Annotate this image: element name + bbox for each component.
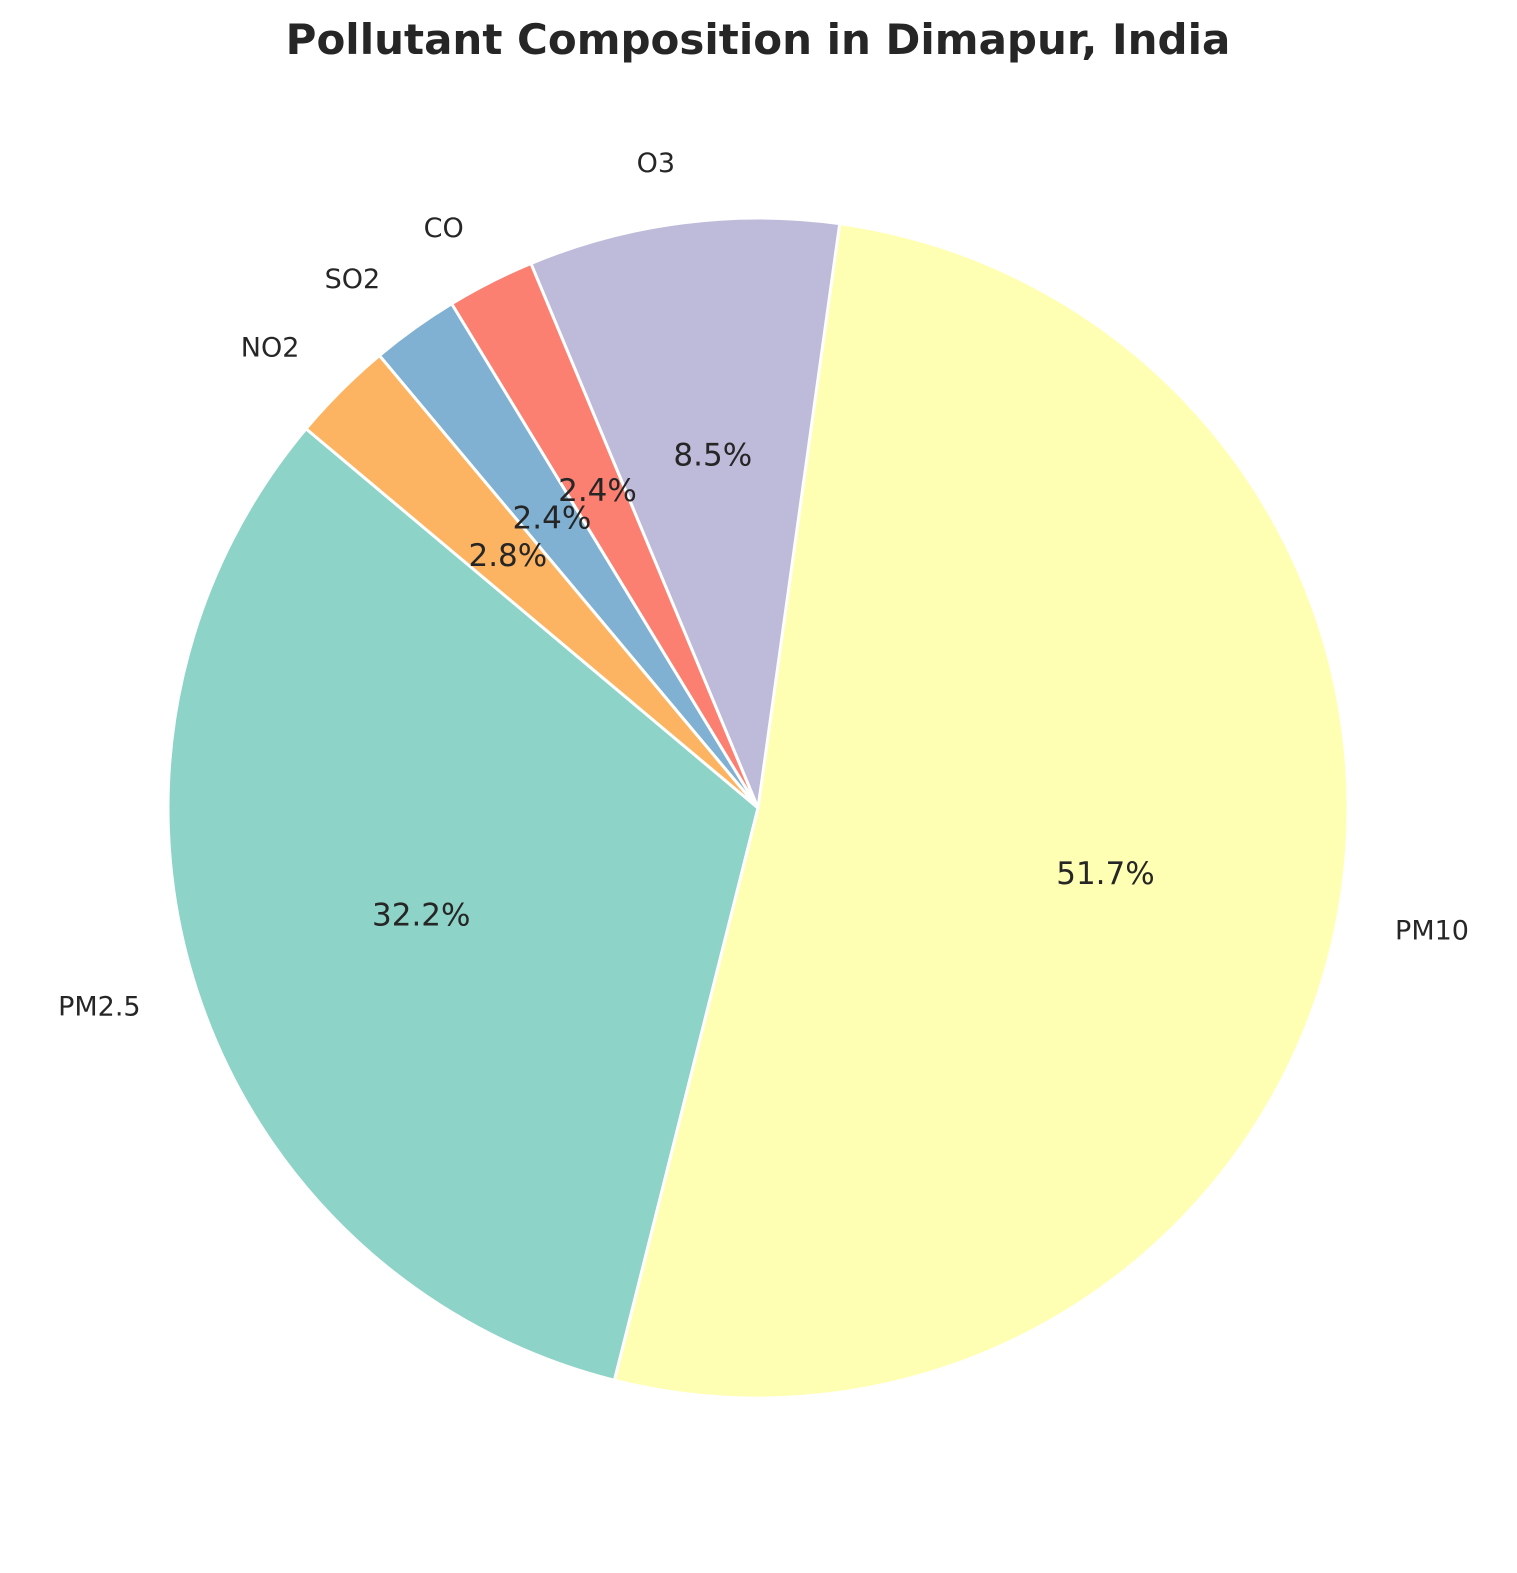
percent-label-o3: 8.5% — [673, 437, 752, 473]
pie-slice-o3 — [529, 216, 842, 810]
percent-labels: 32.2%51.7%8.5%2.4%2.4%2.8% — [372, 437, 1155, 933]
chart-title: Pollutant Composition in Dimapur, India — [286, 15, 1231, 64]
slice-label-so2: SO2 — [325, 264, 381, 295]
percent-label-no2: 2.8% — [468, 538, 547, 574]
slice-label-pm10: PM10 — [1395, 916, 1469, 947]
percent-label-so2: 2.4% — [513, 501, 592, 537]
percent-label-pm2-5: 32.2% — [372, 898, 470, 934]
percent-label-co: 2.4% — [558, 473, 637, 509]
slice-label-o3: O3 — [637, 148, 675, 179]
pie-slice-pm2-5 — [166, 427, 760, 1382]
slice-labels: PM2.5 PM10 O3 CO SO2 NO2 — [58, 148, 1469, 1023]
slice-label-pm2-5: PM2.5 — [58, 992, 141, 1023]
pie-slice-no2 — [304, 354, 760, 810]
slice-label-co: CO — [424, 213, 464, 244]
percent-label-pm10: 51.7% — [1056, 856, 1154, 892]
pie-slice-pm10 — [612, 222, 1350, 1400]
slice-label-no2: NO2 — [241, 332, 300, 363]
pie-slices — [166, 216, 1350, 1400]
